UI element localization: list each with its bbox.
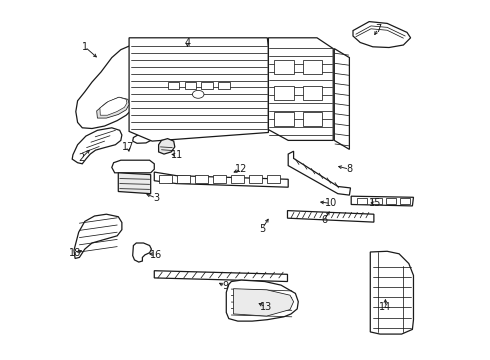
Polygon shape [353,22,411,48]
Polygon shape [269,38,333,140]
Text: 4: 4 [184,38,191,48]
Polygon shape [159,139,175,154]
Polygon shape [154,172,288,187]
Bar [168,82,179,89]
Text: 11: 11 [171,150,183,160]
Polygon shape [351,196,414,206]
Bar [196,175,208,183]
Bar [219,82,230,89]
Text: 8: 8 [346,164,352,174]
Text: 14: 14 [379,302,392,312]
Text: 15: 15 [369,198,382,208]
Bar [372,198,382,204]
Ellipse shape [193,90,204,98]
Polygon shape [72,128,122,164]
Text: 3: 3 [153,193,159,203]
Bar [185,82,196,89]
Polygon shape [100,97,127,115]
Text: 10: 10 [324,198,337,208]
Polygon shape [370,251,414,334]
Bar [249,175,262,183]
Text: 18: 18 [69,248,81,258]
Text: 7: 7 [375,24,381,34]
Polygon shape [288,211,374,222]
Text: 1: 1 [82,42,88,52]
Polygon shape [226,280,298,321]
Bar [274,60,294,74]
Polygon shape [76,45,148,129]
Polygon shape [133,131,154,143]
Text: 16: 16 [149,249,162,260]
Polygon shape [154,271,288,282]
Bar [231,175,244,183]
Text: 13: 13 [260,302,272,312]
Polygon shape [112,160,154,173]
Bar [268,175,280,183]
Bar [303,86,322,100]
Polygon shape [233,289,294,316]
Polygon shape [133,243,151,262]
Text: 2: 2 [78,153,84,163]
Bar [274,112,294,126]
Text: 17: 17 [122,142,134,152]
Text: 6: 6 [321,215,327,225]
Polygon shape [129,38,269,141]
Bar [177,175,190,183]
Bar [213,175,225,183]
Bar [357,198,368,204]
Text: 12: 12 [235,164,247,174]
Bar [201,82,213,89]
Bar [400,198,410,204]
Polygon shape [118,173,151,194]
Bar [386,198,396,204]
Polygon shape [288,151,350,195]
Bar [303,112,322,126]
Text: 5: 5 [259,224,266,234]
Polygon shape [97,97,129,118]
Polygon shape [74,214,122,258]
Bar [303,60,322,74]
Bar [159,175,171,183]
Bar [274,86,294,100]
Text: 9: 9 [222,281,228,291]
Polygon shape [334,49,349,149]
